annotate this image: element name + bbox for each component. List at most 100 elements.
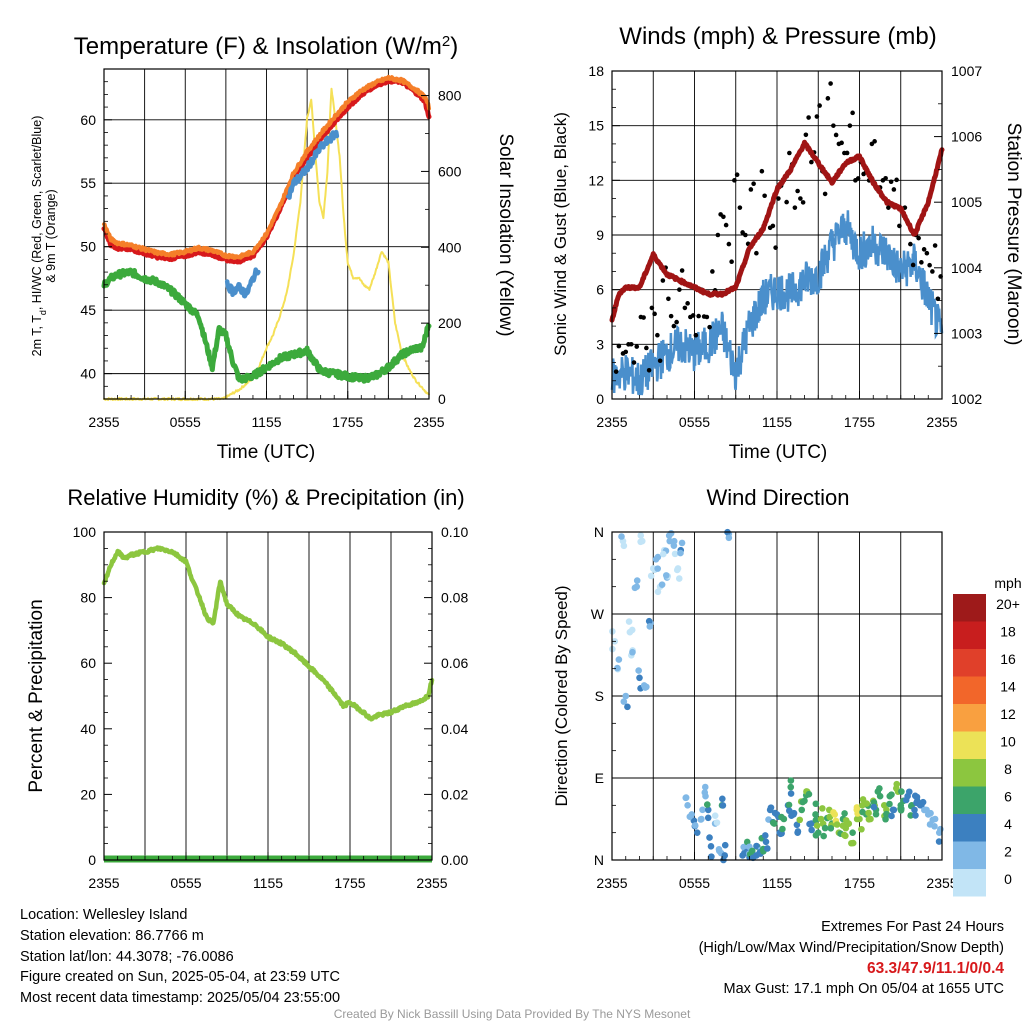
y-tick-label: 0: [596, 391, 604, 407]
gust-point: [773, 245, 778, 250]
wind-direction-point: [618, 533, 625, 540]
y2-tick-label: 1006: [951, 129, 982, 145]
gust-point: [707, 324, 712, 330]
wind-direction-point: [912, 812, 919, 819]
legend-swatch: [953, 841, 986, 869]
y2-tick-label: 1007: [951, 63, 982, 79]
y-tick-label: S: [595, 688, 604, 704]
legend-label: 8: [1004, 761, 1012, 777]
gust-point: [839, 140, 844, 146]
wind-direction-point: [805, 790, 813, 798]
wind-direction-point: [812, 811, 819, 818]
gust-point: [822, 191, 828, 197]
wind-direction-point: [770, 819, 777, 827]
temperature-series: [101, 74, 432, 402]
humidity-axes: 2355 0555 1155 1755 2355 0 20 40 60 80 100 0.00 0.02…: [73, 524, 469, 891]
wind-direction-point: [911, 806, 918, 814]
y-tick-label: 60: [80, 655, 96, 671]
wind-direction-point: [691, 822, 699, 829]
wind-direction-point: [740, 843, 747, 851]
gust-point: [641, 315, 646, 320]
winds-y2label: Station Pressure (Maroon): [1003, 123, 1024, 346]
gust-point: [668, 313, 674, 319]
wind-direction-point: [806, 820, 813, 828]
legend-label: 20+: [996, 596, 1020, 612]
wind-direction-point: [701, 783, 709, 791]
wind-direction-panel: Wind Direction Direction (Colored By Spe…: [552, 485, 1022, 897]
x-tick-label: 2355: [416, 875, 447, 891]
winds-panel: Winds (mph) & Pressure (mb) Sonic Wind &…: [551, 23, 1024, 463]
wind-direction-point: [856, 815, 863, 823]
winds-axes: 2355 0555 1155 1755 2355 0 3 6 9 12 15 18 1002 1003 10…: [588, 63, 982, 430]
wind-direction-point: [633, 577, 641, 584]
wind-direction-point: [888, 791, 895, 798]
gust-point: [888, 179, 894, 185]
wind-direction-point: [865, 809, 872, 817]
gust-point: [897, 223, 902, 229]
legend-label: 16: [1000, 651, 1016, 667]
x-tick-label: 2355: [596, 414, 627, 430]
gust-point: [891, 187, 897, 192]
wind-direction-point: [646, 623, 654, 630]
winds-series: [609, 81, 945, 396]
y-tick-label: 60: [80, 112, 96, 128]
gust-point: [657, 358, 663, 364]
gust-point: [803, 132, 809, 138]
wind-direction-point: [620, 542, 628, 550]
gust-point: [729, 259, 734, 265]
wind-direction-point: [827, 825, 835, 832]
gust-point: [814, 114, 820, 119]
wind-direction-point: [641, 684, 649, 691]
gust-point: [693, 332, 699, 338]
gust-point: [690, 313, 696, 318]
y2-tick-label: 0.06: [441, 655, 468, 671]
wind-direction-point: [761, 832, 769, 839]
y2-tick-label: 1005: [951, 194, 982, 210]
wind-direction-point: [682, 794, 690, 802]
wind-direction-point: [654, 588, 662, 596]
y2-tick-label: 0.00: [441, 852, 468, 868]
gust-point: [833, 132, 839, 138]
gust-point: [634, 344, 640, 349]
wind-direction-point: [654, 565, 661, 572]
wind-direction-point: [779, 825, 786, 833]
wind-direction-point: [704, 806, 712, 814]
wind-direction-point: [913, 793, 921, 801]
humidity-panel: Relative Humidity (%) & Precipitation (i…: [26, 485, 468, 891]
x-tick-label: 0555: [679, 414, 710, 430]
y2-tick-label: 0.02: [441, 786, 468, 802]
gust-point: [806, 115, 811, 120]
wind-direction-point: [872, 810, 880, 818]
wind-direction-point: [889, 806, 897, 814]
y-tick-label: 15: [588, 118, 604, 134]
wind-direction-point: [820, 832, 827, 840]
gust-point: [908, 241, 913, 247]
gust-point: [646, 367, 652, 373]
wind-direction-point: [929, 816, 937, 824]
gust-point: [798, 196, 803, 201]
legend-swatch: [953, 869, 986, 897]
y-tick-label: 80: [80, 590, 96, 606]
gust-point: [894, 177, 899, 183]
gust-point: [759, 168, 765, 174]
wind-direction-point: [812, 800, 820, 808]
gust-point: [655, 332, 660, 338]
wind-direction-point: [708, 853, 715, 860]
temperature-ylabel-line2: & 9m T (Orange): [44, 189, 58, 282]
gust-point: [685, 301, 690, 306]
y-tick-label: 40: [80, 721, 96, 737]
gust-point: [613, 369, 619, 374]
gust-point: [671, 323, 677, 329]
wind-direction-point: [787, 777, 795, 784]
wind-direction-point: [625, 618, 633, 625]
gust-point: [660, 278, 666, 283]
legend-label: 2: [1004, 844, 1012, 860]
y-tick-label: 40: [80, 366, 96, 382]
legend-label: 6: [1004, 789, 1012, 805]
y2-tick-label: 200: [438, 315, 462, 331]
y-tick-label: 9: [596, 227, 604, 243]
y2-tick-label: 0.08: [441, 590, 468, 606]
gust-point: [743, 232, 748, 238]
gust-point: [666, 296, 671, 302]
wind-direction-point: [794, 828, 802, 835]
